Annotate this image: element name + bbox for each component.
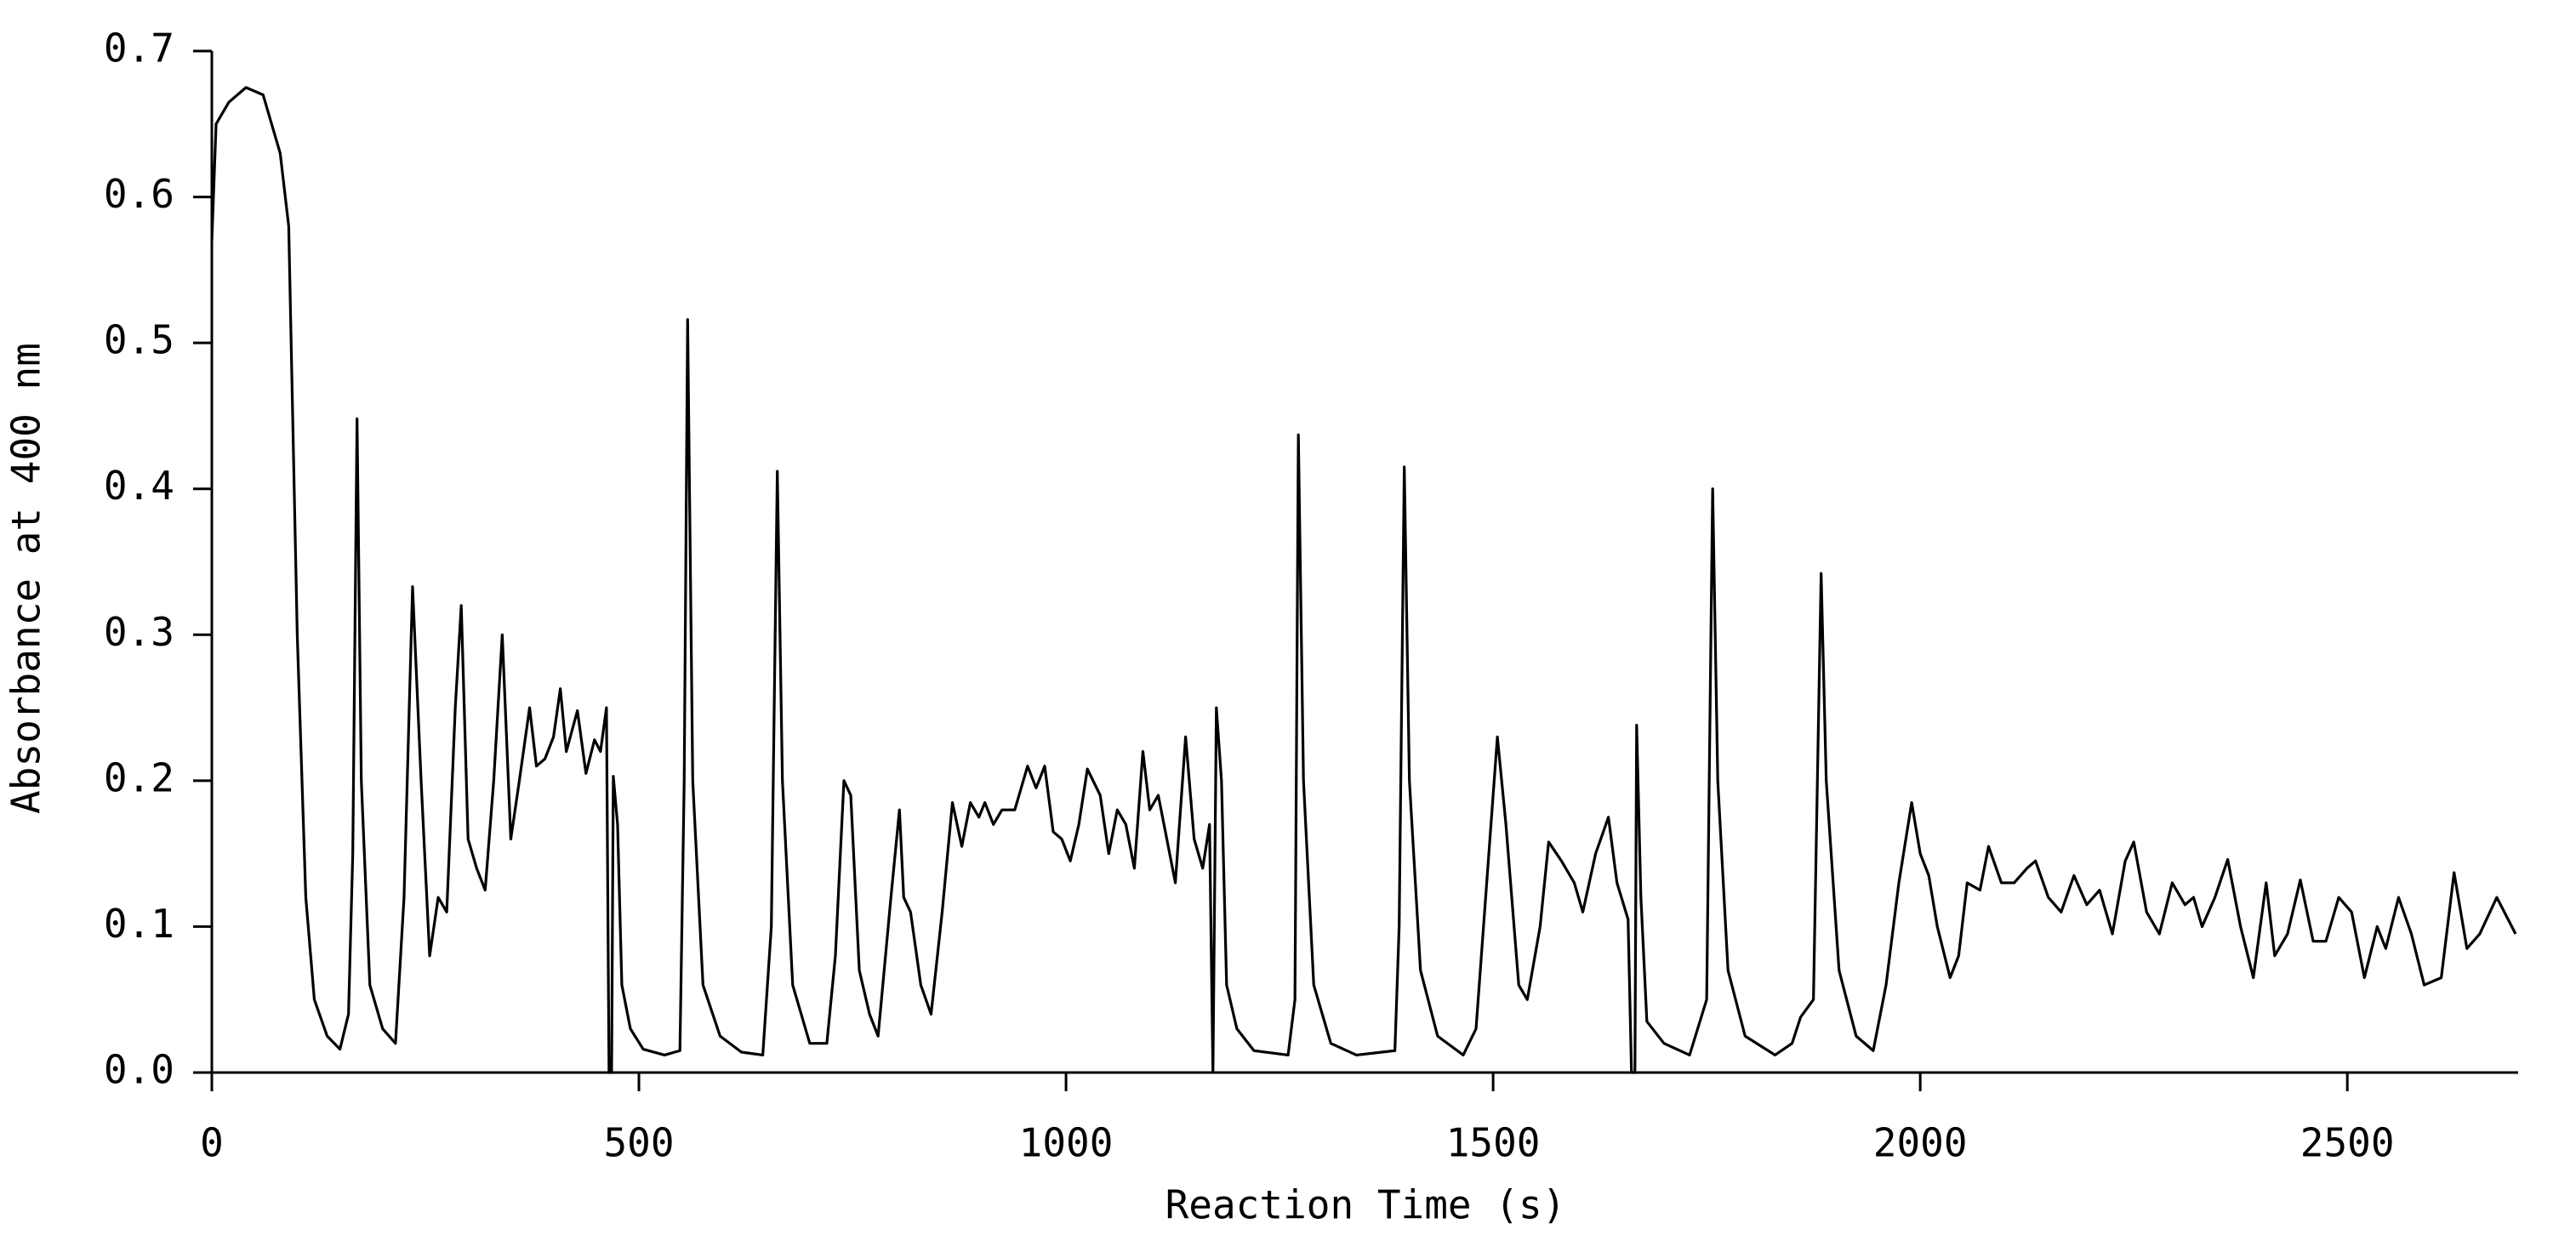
x-tick-label: 1500 xyxy=(1446,1120,1541,1166)
x-axis-label: Reaction Time (s) xyxy=(1165,1182,1566,1228)
x-tick-label: 500 xyxy=(603,1120,674,1166)
y-tick-label: 0.4 xyxy=(104,463,174,509)
x-tick-label: 0 xyxy=(200,1120,224,1166)
y-tick-label: 0.0 xyxy=(104,1047,174,1093)
y-tick-label: 0.5 xyxy=(104,317,174,363)
x-tick-label: 1000 xyxy=(1019,1120,1114,1166)
data-line xyxy=(210,86,2517,1074)
y-axis-label: Absorbance at 400 nm xyxy=(3,343,49,814)
x-tick-label: 2500 xyxy=(2300,1120,2395,1166)
y-tick-label: 0.7 xyxy=(104,26,174,71)
y-tick-label: 0.6 xyxy=(104,171,174,217)
y-tick-label: 0.3 xyxy=(104,609,174,655)
y-tick-label: 0.1 xyxy=(104,901,174,947)
y-tick-label: 0.2 xyxy=(104,754,174,800)
x-tick-label: 2000 xyxy=(1873,1120,1968,1166)
